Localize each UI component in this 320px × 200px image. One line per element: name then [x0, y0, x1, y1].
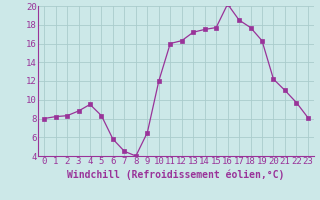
X-axis label: Windchill (Refroidissement éolien,°C): Windchill (Refroidissement éolien,°C) — [67, 169, 285, 180]
